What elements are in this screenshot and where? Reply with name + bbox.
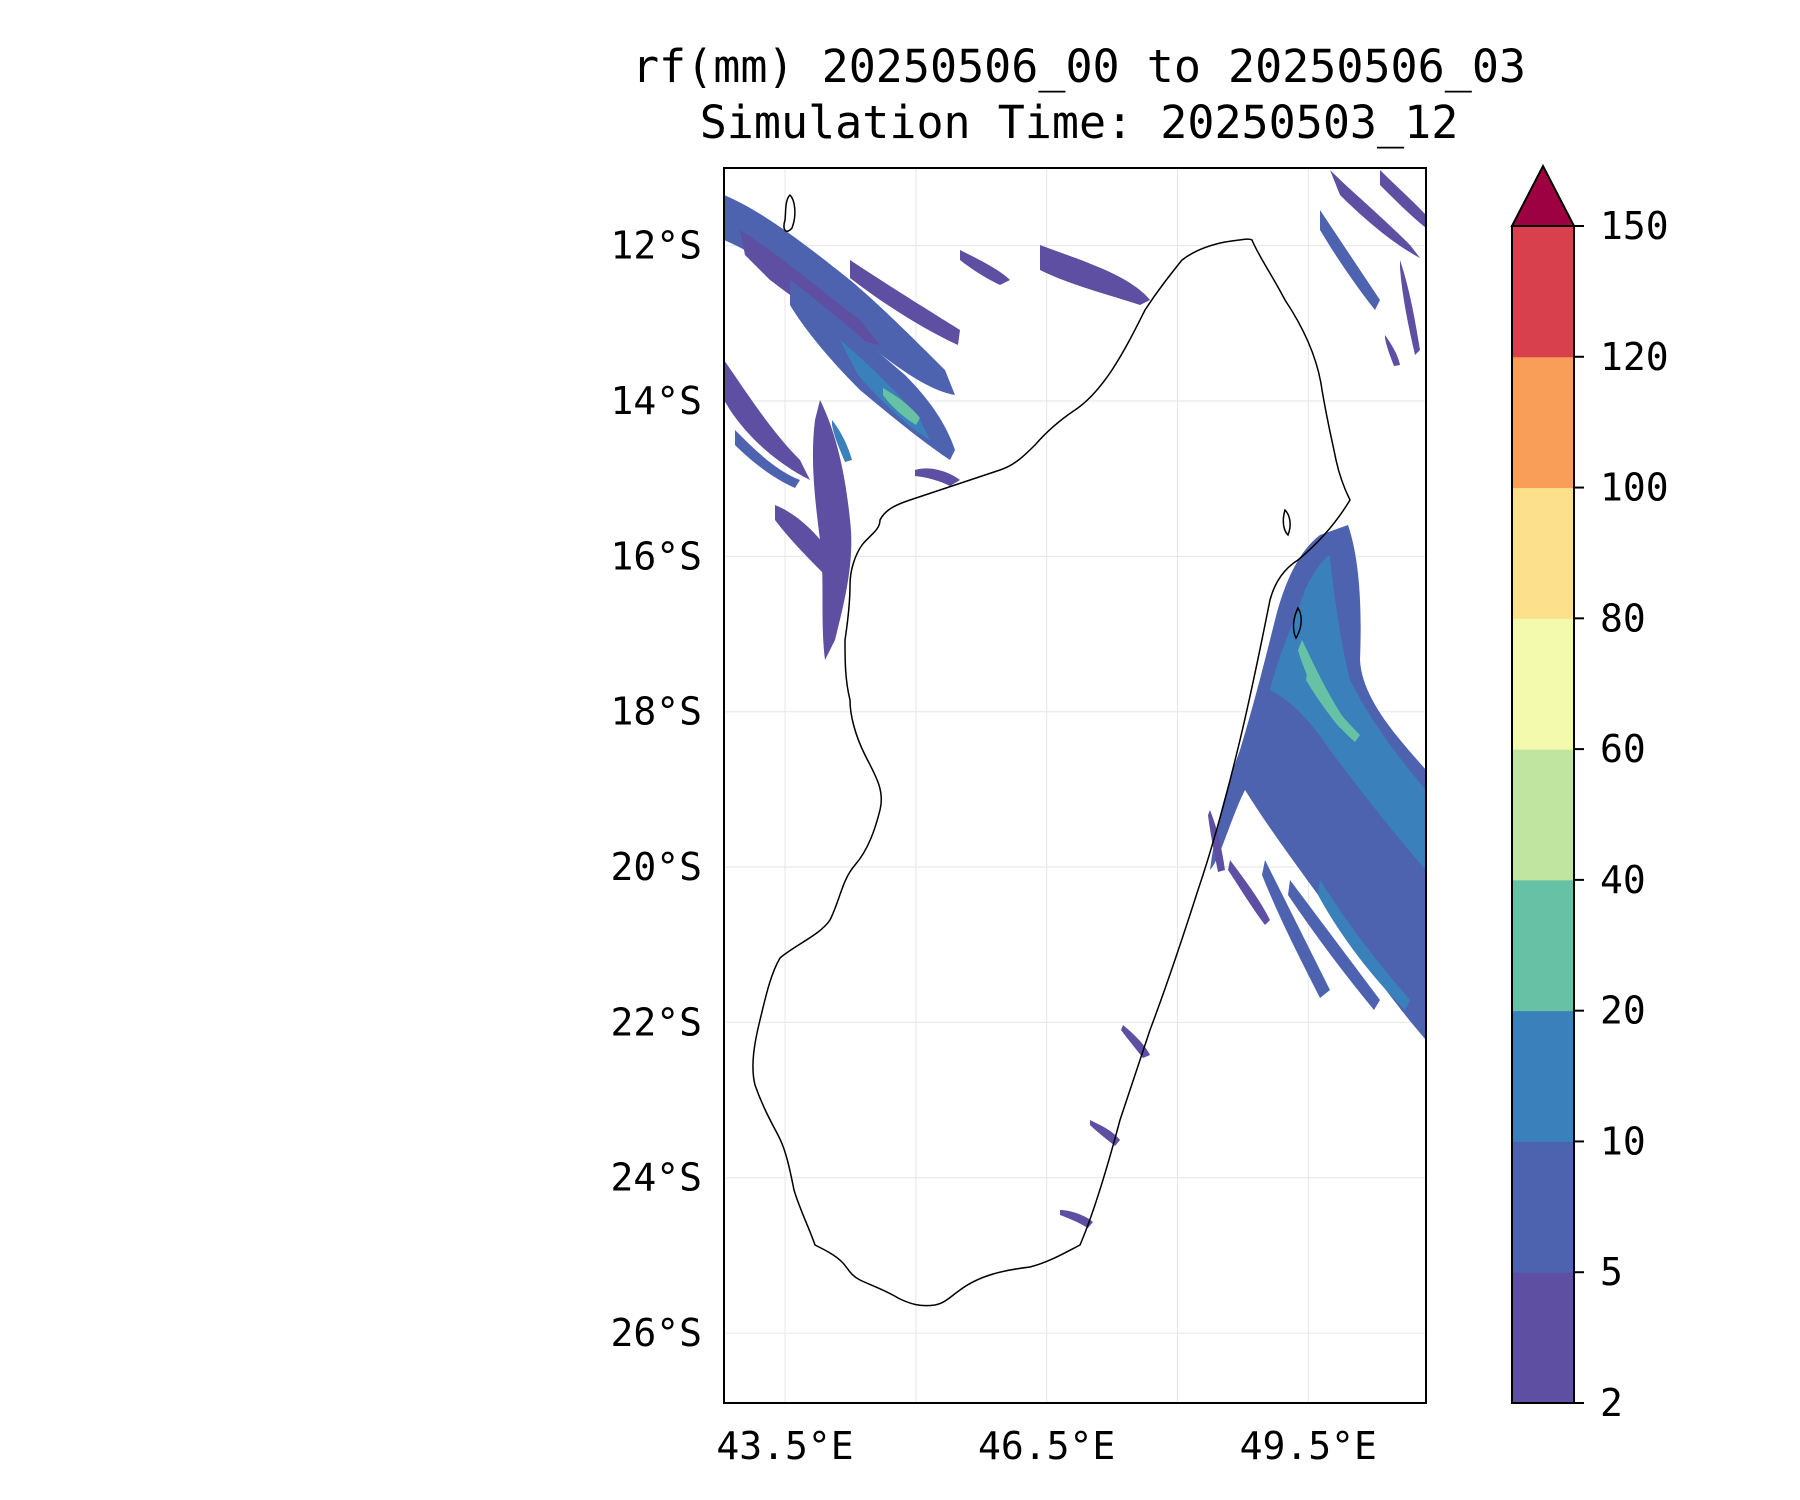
figure-title-line1: rf(mm) 20250506_00 to 20250506_03: [632, 40, 1526, 93]
rain-area: [740, 230, 880, 345]
figure-title-line2: Simulation Time: 20250503_12: [700, 96, 1459, 149]
lon-tick-label: 43.5°E: [716, 1424, 853, 1468]
rain-area: [1090, 1120, 1120, 1146]
rain-area: [1330, 170, 1420, 258]
rain-area: [960, 250, 1010, 285]
lat-tick-label: 24°S: [610, 1156, 702, 1200]
colorbar-tick-label: 20: [1600, 989, 1646, 1033]
rain-area: [812, 400, 852, 660]
colorbar-segment: [1512, 879, 1574, 1012]
rain-area: [1228, 860, 1270, 925]
lon-tick-label: 49.5°E: [1240, 1424, 1377, 1468]
colorbar-tick-label: 40: [1600, 858, 1646, 902]
rain-area: [1060, 1210, 1093, 1228]
rain-area: [735, 430, 800, 488]
island-outline: [1282, 508, 1291, 537]
lat-tick-label: 14°S: [610, 379, 702, 423]
colorbar-tick-label: 120: [1600, 335, 1669, 379]
lat-tick-label: 16°S: [610, 534, 702, 578]
colorbar-segment: [1512, 749, 1574, 881]
lat-tick-label: 18°S: [610, 690, 702, 734]
colorbar-segment: [1512, 356, 1574, 489]
colorbar-segment: [1512, 1272, 1574, 1404]
colorbar-tick-label: 10: [1600, 1119, 1646, 1163]
rain-area: [850, 260, 960, 345]
colorbar-tick-label: 5: [1600, 1250, 1623, 1294]
rain-area: [1262, 860, 1330, 998]
rain-area: [1385, 335, 1400, 366]
rain-area: [724, 360, 810, 480]
lat-tick-label: 22°S: [610, 1000, 702, 1044]
colorbar-segment: [1512, 618, 1574, 750]
colorbar-extend-arrow: [1510, 163, 1576, 227]
colorbar-segment: [1512, 226, 1574, 358]
rain-area: [1288, 880, 1380, 1010]
colorbar-tick-label: 80: [1600, 596, 1646, 640]
colorbar-tick-label: 2: [1600, 1381, 1623, 1425]
rain-area: [1208, 810, 1225, 872]
colorbar-segment: [1512, 1141, 1574, 1273]
rain-area: [915, 468, 960, 486]
rain-area: [832, 420, 852, 462]
longitude-tick-labels: 43.5°E 46.5°E 49.5°E: [716, 1424, 1377, 1468]
colorbar-tick-label: 150: [1600, 204, 1669, 248]
rain-area: [1040, 245, 1150, 305]
madagascar-coastline: [752, 238, 1351, 1307]
lon-tick-label: 46.5°E: [978, 1424, 1115, 1468]
rain-area: [1210, 525, 1426, 1040]
colorbar-tick-label: 60: [1600, 727, 1646, 771]
colorbar-frame: [1511, 225, 1575, 1404]
rain-area: [1320, 210, 1380, 310]
colorbar: 2 5 10 20 40 60 80 100 120 150: [1510, 163, 1669, 1425]
rain-area: [1380, 170, 1426, 228]
rain-area: [1306, 665, 1360, 742]
colorbar-segment: [1512, 487, 1574, 619]
lat-tick-label: 12°S: [610, 224, 702, 268]
rain-area: [1298, 620, 1370, 740]
island-outline: [783, 193, 796, 232]
lat-tick-label: 20°S: [610, 845, 702, 889]
rain-area: [1318, 880, 1410, 1010]
map-frame: [723, 167, 1427, 1404]
colorbar-tick-label: 100: [1600, 466, 1669, 510]
rain-area: [883, 388, 920, 425]
latitude-tick-labels: 12°S 14°S 16°S 18°S 20°S 22°S 24°S 26°S: [610, 224, 702, 1355]
colorbar-segment: [1512, 1010, 1574, 1142]
rainfall-field: [724, 170, 1426, 1228]
lat-tick-label: 26°S: [610, 1311, 702, 1355]
rain-area: [775, 505, 840, 580]
island-outline: [1292, 606, 1302, 640]
rain-area: [724, 195, 955, 395]
rain-area: [1400, 260, 1420, 355]
